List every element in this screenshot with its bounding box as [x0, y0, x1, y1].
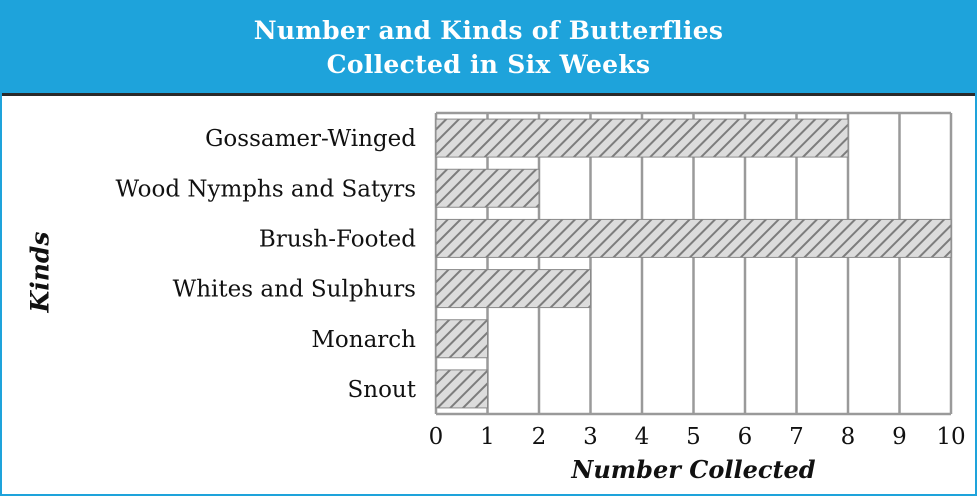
category-label: Whites and Sulphurs — [173, 277, 416, 303]
bar — [435, 319, 488, 359]
chart-title-line-1: Number and Kinds of Butterflies — [253, 15, 724, 45]
x-tick-labels: 0 1 2 3 4 5 6 7 8 9 10 — [429, 424, 966, 450]
x-tick-label: 5 — [686, 424, 701, 450]
category-label: Snout — [348, 377, 417, 403]
x-tick-label: 8 — [841, 424, 856, 450]
chart-header: Number and Kinds of Butterflies Collecte… — [2, 2, 975, 96]
x-tick-label: 3 — [583, 424, 598, 450]
x-tick-label: 7 — [789, 424, 804, 450]
category-label: Wood Nymphs and Satyrs — [116, 176, 416, 202]
x-tick-label: 9 — [892, 424, 907, 450]
bar — [435, 369, 488, 409]
x-tick-label: 4 — [635, 424, 650, 450]
x-tick-label: 2 — [532, 424, 547, 450]
category-labels: Gossamer-Winged Wood Nymphs and Satyrs Bru… — [116, 126, 417, 403]
x-tick-label: 0 — [429, 424, 444, 450]
x-axis-label: Number Collected — [570, 455, 815, 484]
category-label: Brush-Footed — [259, 226, 416, 252]
bar — [435, 168, 540, 208]
bar-layer — [435, 118, 952, 409]
bar — [435, 118, 849, 158]
category-label: Gossamer-Winged — [205, 126, 416, 152]
x-tick-label: 10 — [936, 424, 965, 450]
category-label: Monarch — [311, 327, 416, 353]
x-tick-label: 6 — [738, 424, 753, 450]
x-tick-label: 1 — [480, 424, 495, 450]
grid-layer — [434, 111, 953, 416]
bar — [435, 218, 952, 258]
chart-title-line-2: Collected in Six Weeks — [326, 49, 651, 79]
bar — [435, 269, 591, 309]
